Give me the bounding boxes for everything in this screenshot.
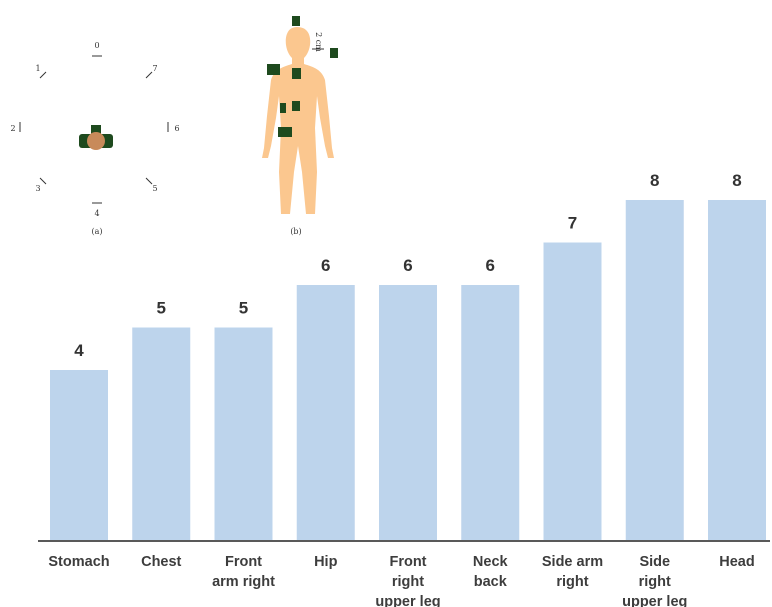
bar-value-label: 5 <box>239 299 248 318</box>
orientation-diagram: 0 1 2 3 4 5 6 7 <box>10 41 179 218</box>
bar <box>132 327 191 540</box>
sensor-arm <box>267 64 280 75</box>
direction-label: 6 <box>174 124 179 133</box>
direction-label: 1 <box>35 64 40 73</box>
inset-a-caption: (a) <box>91 227 102 236</box>
category-tick-label: Hip <box>314 554 338 570</box>
direction-tick <box>145 71 153 79</box>
bar <box>708 200 766 540</box>
direction-label: 0 <box>94 41 99 50</box>
bar <box>214 327 273 540</box>
bar <box>543 242 602 540</box>
direction-label: 5 <box>152 184 157 193</box>
direction-tick <box>39 71 47 79</box>
inset-b-caption: (b) <box>290 227 301 236</box>
sensor-stomach <box>292 101 300 111</box>
sensor-leg <box>278 127 292 137</box>
category-tick-label: Head <box>719 554 754 570</box>
sensor-chest <box>292 68 301 79</box>
bar-value-label: 6 <box>321 256 330 275</box>
direction-label: 4 <box>94 209 99 218</box>
category-labels: Stomach Chest Front arm right Hip Front right u… <box>48 554 754 607</box>
category-tick-label: Chest <box>141 554 181 570</box>
sensor-front <box>91 125 101 134</box>
sensor-head <box>292 16 300 26</box>
bar <box>461 285 520 540</box>
bar <box>625 200 684 540</box>
scale-annotation: 2 cm <box>314 32 323 52</box>
bars <box>50 200 766 540</box>
value-labels: 4 5 5 6 6 6 7 8 8 <box>74 171 741 360</box>
direction-label: 7 <box>152 64 157 73</box>
bar-value-label: 8 <box>732 171 741 190</box>
bar-value-label: 5 <box>157 299 166 318</box>
sensor-hip <box>280 103 286 113</box>
bar-value-label: 6 <box>403 256 412 275</box>
bar-value-label: 7 <box>568 214 577 233</box>
head-top-view <box>87 132 105 150</box>
category-tick-label: Side arm right <box>542 554 603 590</box>
bar-value-label: 6 <box>486 256 495 275</box>
category-tick-label: Front arm right <box>212 554 275 590</box>
sensor-detached <box>330 48 338 58</box>
bar <box>379 285 437 540</box>
direction-label: 2 <box>10 124 15 133</box>
direction-label: 3 <box>35 184 40 193</box>
category-tick-label: Side right upper leg <box>622 554 687 607</box>
bar-value-label: 4 <box>74 341 84 360</box>
bar <box>50 370 108 540</box>
category-tick-label: Front right upper leg <box>375 554 440 607</box>
body-silhouette <box>262 27 334 214</box>
direction-tick <box>145 177 153 185</box>
category-tick-label: Neck back <box>473 554 509 590</box>
bar <box>296 285 355 540</box>
body-sensor-figure: 2 cm <box>262 16 338 214</box>
category-tick-label: Stomach <box>48 554 109 570</box>
bar-value-label: 8 <box>650 171 659 190</box>
direction-tick <box>39 177 47 185</box>
